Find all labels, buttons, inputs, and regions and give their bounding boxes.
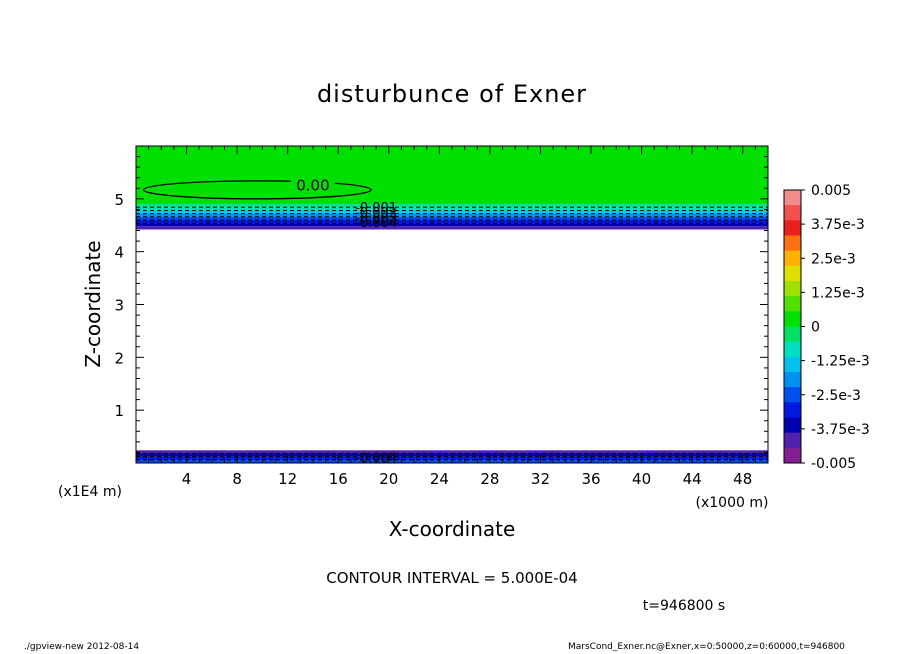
band-upper (136, 213, 768, 217)
colorbar-label: 3.75e-3 (811, 217, 865, 233)
colorbar-swatch (784, 432, 801, 449)
band-zero (136, 146, 768, 205)
colorbar-swatch (784, 190, 801, 206)
band-upper (136, 204, 768, 208)
band-upper (136, 216, 768, 220)
colorbar: 0.005 3.75e-3 2.5e-3 1.25e-3 0 -1.25e-3 -2.5e-… (783, 183, 870, 472)
band-upper (136, 210, 768, 214)
colorbar-label: -3.75e-3 (811, 422, 870, 438)
band-lower (136, 456, 768, 460)
band-lower (136, 450, 768, 454)
colorbar-swatch (784, 341, 801, 358)
y-tick-label: 2 (114, 349, 124, 367)
contour-interval-text: CONTOUR INTERVAL = 5.000E-04 (326, 569, 577, 587)
y-unit-label: (x1E4 m) (58, 484, 122, 500)
band-upper (136, 219, 768, 224)
contour-lines-layer: 0.00-0.001-0.002-0.003-0.004-0.004 (136, 177, 768, 467)
colorbar-label: -2.5e-3 (811, 388, 861, 404)
x-tick-label: 32 (531, 470, 550, 488)
colorbar-swatch (784, 250, 801, 267)
x-tick-label: 24 (430, 470, 449, 488)
time-text: t=946800 s (643, 598, 725, 614)
colorbar-label: 0 (811, 320, 820, 336)
x-tick-label: 16 (329, 470, 348, 488)
x-tick-label: 48 (733, 470, 752, 488)
colorbar-label: 0.005 (811, 183, 851, 199)
colorbar-swatch (784, 220, 801, 236)
contour-label: -0.003 (355, 211, 397, 226)
colorbar-swatch (784, 387, 801, 403)
colorbar-swatch (784, 417, 801, 434)
footer-right: MarsCond_Exner.nc@Exner,x=0:50000,z=0:60… (568, 642, 845, 652)
band-upper (136, 207, 768, 211)
y-axis-label: Z-coordinate (81, 240, 105, 367)
chart-title: disturbunce of Exner (317, 80, 587, 108)
contour-label-bg (290, 177, 335, 192)
colorbar-swatch (784, 402, 801, 418)
colorbar-label: -0.005 (811, 456, 856, 472)
colorbar-label: -1.25e-3 (811, 354, 870, 370)
band-upper (136, 223, 768, 227)
contour-label: 0.00 (296, 177, 329, 195)
contour-fill-layer (136, 146, 768, 463)
contour-label: -0.004 (355, 216, 397, 231)
colorbar-swatch (784, 326, 801, 343)
x-tick-label: 44 (683, 470, 702, 488)
colorbar-label: 1.25e-3 (811, 285, 865, 301)
y-tick-label: 5 (114, 191, 124, 209)
footer-left: ./gpview-new 2012-08-14 (24, 642, 140, 652)
colorbar-swatch (784, 265, 801, 282)
contour-label: -0.001 (355, 201, 397, 216)
x-tick-label: 4 (182, 470, 192, 488)
zero-contour (142, 180, 372, 200)
colorbar-swatch (784, 311, 801, 327)
x-tick-label: 28 (480, 470, 499, 488)
x-tick-label: 20 (379, 470, 398, 488)
band-lower (136, 453, 768, 457)
x-tick-label: 36 (581, 470, 600, 488)
band-upper (136, 226, 768, 230)
x-axis: 4 8 12 16 20 24 28 32 36 40 44 48 (135, 146, 769, 488)
colorbar-label: 2.5e-3 (811, 251, 856, 267)
y-tick-label: 1 (114, 402, 124, 420)
colorbar-swatch (784, 356, 801, 373)
colorbar-swatch (784, 205, 801, 221)
colorbar-swatch (784, 296, 801, 312)
x-unit-label: (x1000 m) (696, 495, 769, 511)
colorbar-swatch (784, 447, 801, 464)
colorbar-swatch (784, 281, 801, 297)
x-axis-label: X-coordinate (389, 517, 516, 541)
x-tick-label: 12 (278, 470, 297, 488)
y-axis: 1 2 3 4 5 (114, 145, 768, 464)
x-tick-label: 8 (232, 470, 242, 488)
y-tick-label: 3 (114, 297, 124, 315)
colorbar-swatch (784, 235, 801, 252)
y-tick-label: 4 (114, 244, 124, 262)
colorbar-swatch (784, 372, 801, 388)
contour-label: -0.002 (355, 206, 397, 221)
x-tick-label: 40 (632, 470, 651, 488)
